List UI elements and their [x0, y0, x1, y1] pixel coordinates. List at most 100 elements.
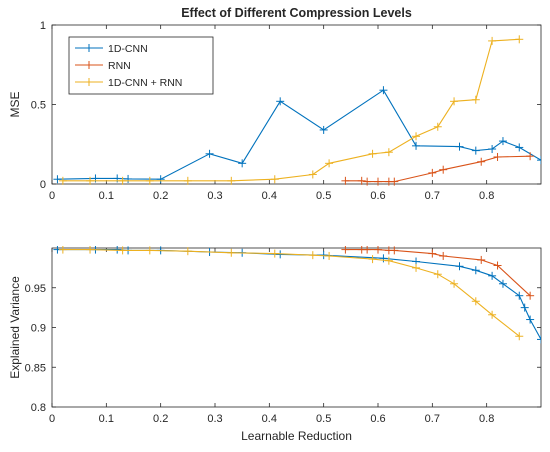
data-point-1d-cnn-rnn — [325, 159, 334, 168]
data-point-1d-cnn — [488, 145, 497, 154]
data-point-rnn — [493, 152, 502, 161]
data-point-1d-cnn — [412, 141, 421, 150]
data-point-1d-cnn — [455, 142, 464, 151]
data-area — [53, 246, 541, 344]
x-tick-label: 0.1 — [99, 190, 114, 202]
data-point-1d-cnn-rnn — [368, 149, 377, 158]
x-tick-label: 0.3 — [207, 413, 222, 425]
data-point-1d-cnn-rnn — [433, 270, 442, 279]
mse-plot: 0 0.1 0.2 0.3 0.4 0.5 0.6 0.7 0.8 0 0.5 1 Effect of … — [8, 6, 542, 202]
x-tick-label: 0.6 — [370, 190, 385, 202]
data-point-1d-cnn-rnn — [183, 247, 192, 256]
data-point-1d-cnn-rnn — [118, 246, 127, 255]
x-tick-label: 0.3 — [207, 190, 222, 202]
data-point-1d-cnn-rnn — [471, 297, 480, 306]
data-point-1d-cnn — [156, 175, 165, 184]
x-tick-label: 0.4 — [262, 190, 277, 202]
data-point-1d-cnn — [319, 125, 328, 134]
data-point-rnn — [428, 168, 437, 177]
data-point-1d-cnn-rnn — [86, 176, 95, 185]
series-1d-cnn-rnn — [58, 35, 524, 185]
y-tick-label: 0.8 — [31, 402, 46, 414]
data-point-1d-cnn — [515, 143, 524, 152]
data-point-1d-cnn-rnn — [412, 132, 421, 141]
data-point-1d-cnn — [537, 156, 541, 165]
data-point-1d-cnn-rnn — [308, 170, 317, 179]
data-point-rnn — [363, 246, 372, 254]
data-point-1d-cnn-rnn — [227, 176, 236, 185]
x-tick-label: 0.7 — [425, 413, 440, 425]
data-point-rnn — [390, 246, 399, 255]
data-point-rnn — [477, 157, 486, 166]
data-point-1d-cnn-rnn — [270, 249, 279, 258]
data-point-1d-cnn — [526, 315, 535, 324]
x-tick-label: 0.2 — [153, 190, 168, 202]
x-tick-label: 0.1 — [99, 413, 114, 425]
data-point-1d-cnn — [53, 175, 62, 184]
data-point-1d-cnn-rnn — [368, 255, 377, 264]
data-point-1d-cnn — [205, 149, 214, 158]
data-point-1d-cnn-rnn — [58, 246, 67, 254]
x-tick-label: 0 — [49, 190, 55, 202]
legend: 1D-CNN RNN 1D-CNN + RNN — [68, 36, 214, 95]
x-tick-label: 0.5 — [316, 190, 331, 202]
axes-box — [51, 247, 542, 408]
x-tick-label: 0.8 — [479, 413, 494, 425]
data-point-1d-cnn-rnn — [58, 176, 67, 185]
explained-variance-plot: 0 0.1 0.2 0.3 0.4 0.5 0.6 0.7 0.8 0.8 0.85 0.9 0.95 L… — [8, 246, 542, 443]
legend-label: RNN — [108, 60, 131, 72]
y-tick-label: 0.5 — [31, 100, 46, 112]
data-point-1d-cnn — [471, 266, 480, 275]
series-rnn — [341, 152, 535, 186]
data-point-rnn — [374, 177, 382, 186]
x-tick-label: 0 — [49, 413, 55, 425]
y-tick-label: 0 — [40, 179, 46, 191]
data-point-1d-cnn — [498, 279, 507, 288]
data-point-1d-cnn-rnn — [145, 246, 154, 255]
data-point-1d-cnn-rnn — [325, 251, 334, 260]
data-point-1d-cnn — [455, 262, 464, 271]
data-point-1d-cnn-rnn — [118, 176, 127, 185]
data-point-rnn — [390, 177, 399, 186]
data-point-1d-cnn — [379, 86, 388, 95]
chart-title: Effect of Different Compression Levels — [181, 6, 412, 20]
data-point-1d-cnn — [498, 137, 507, 146]
x-tick-label: 0.4 — [262, 413, 277, 425]
data-point-1d-cnn — [488, 271, 497, 280]
legend-item-1d-cnn: 1D-CNN — [75, 43, 148, 55]
x-tick-label: 0.7 — [425, 190, 440, 202]
data-point-rnn — [428, 249, 437, 258]
data-point-1d-cnn-rnn — [450, 97, 459, 106]
series-1d-cnn — [53, 86, 541, 184]
data-point-1d-cnn-rnn — [515, 332, 524, 341]
data-point-rnn — [374, 246, 382, 254]
series-rnn — [341, 246, 535, 300]
data-point-1d-cnn-rnn — [270, 175, 279, 184]
data-point-1d-cnn-rnn — [308, 251, 317, 260]
data-point-1d-cnn-rnn — [384, 148, 393, 157]
legend-label: 1D-CNN — [108, 43, 148, 55]
data-point-1d-cnn — [124, 174, 133, 183]
x-tick-label: 0.6 — [370, 413, 385, 425]
data-point-rnn — [526, 291, 535, 300]
data-point-1d-cnn-rnn — [145, 176, 154, 185]
x-tick-label: 0.8 — [479, 190, 494, 202]
x-tick-label: 0.5 — [316, 413, 331, 425]
data-point-1d-cnn-rnn — [433, 122, 442, 131]
data-point-1d-cnn — [515, 291, 524, 300]
y-tick-label: 0.95 — [25, 283, 46, 295]
series-1d-cnn-rnn — [58, 246, 524, 341]
data-point-1d-cnn — [520, 303, 529, 312]
legend-item-1d-cnn-rnn: 1D-CNN + RNN — [75, 77, 182, 89]
data-point-1d-cnn-rnn — [488, 310, 497, 319]
data-point-1d-cnn — [537, 335, 541, 344]
legend-label: 1D-CNN + RNN — [108, 77, 182, 89]
data-point-1d-cnn-rnn — [488, 36, 497, 45]
legend-item-rnn: RNN — [75, 60, 131, 72]
data-point-1d-cnn-rnn — [450, 279, 459, 288]
data-point-rnn — [493, 261, 502, 270]
x-tick-label: 0.2 — [153, 413, 168, 425]
data-point-rnn — [439, 165, 448, 174]
y-tick-label: 0.85 — [25, 362, 46, 374]
x-axis-label: Learnable Reduction — [241, 429, 352, 443]
